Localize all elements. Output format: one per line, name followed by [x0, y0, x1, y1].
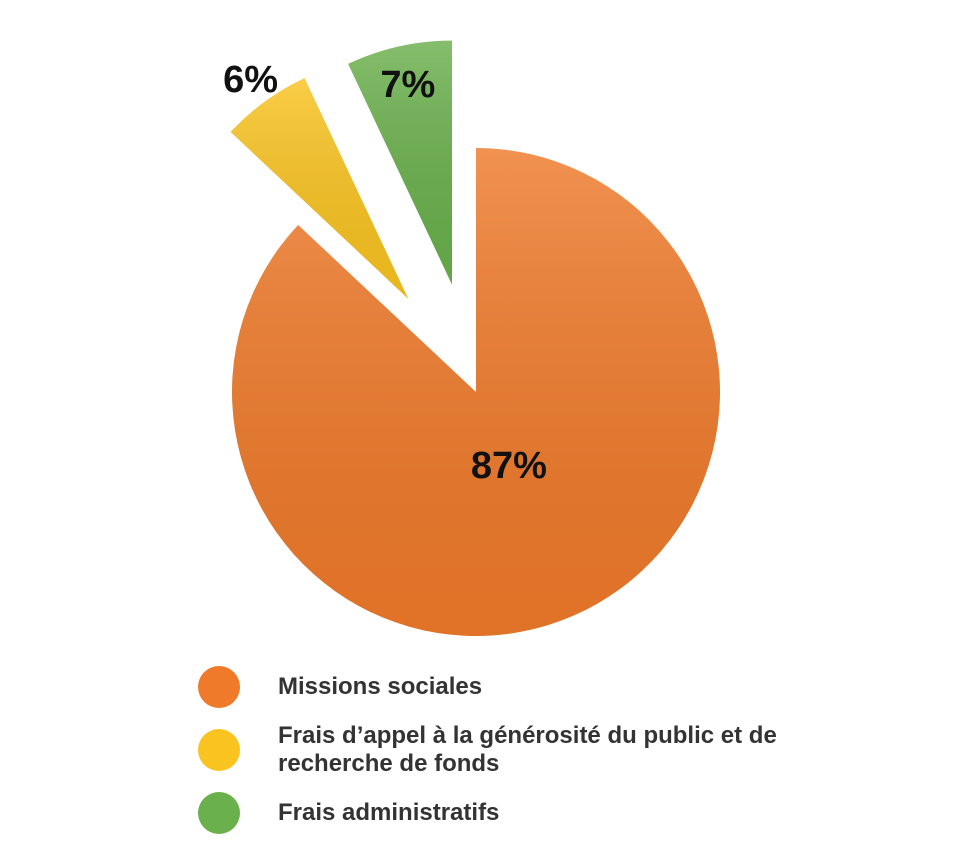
slice-label: 87%	[471, 445, 547, 487]
slice	[348, 40, 453, 285]
legend: Missions sociales Frais d’appel à la géné…	[198, 666, 838, 848]
slice	[231, 148, 721, 636]
slice-label: 6%	[223, 59, 278, 101]
slice	[230, 78, 409, 299]
legend-swatch	[198, 792, 240, 834]
slice-label: 7%	[380, 64, 435, 106]
legend-label: Frais administratifs	[278, 799, 500, 826]
legend-item: Frais d’appel à la générosité du public …	[198, 722, 838, 778]
slice-shade	[230, 78, 409, 299]
legend-item: Missions sociales	[198, 666, 838, 708]
chart: 87% 6% 7%	[223, 40, 721, 636]
legend-label: Frais d’appel à la générosité du public …	[278, 722, 777, 777]
legend-swatch	[198, 666, 240, 708]
slice-shade	[231, 148, 721, 636]
legend-swatch	[198, 729, 240, 771]
slice-shade	[348, 40, 453, 285]
legend-label: Missions sociales	[278, 673, 483, 700]
legend-item: Frais administratifs	[198, 792, 838, 834]
